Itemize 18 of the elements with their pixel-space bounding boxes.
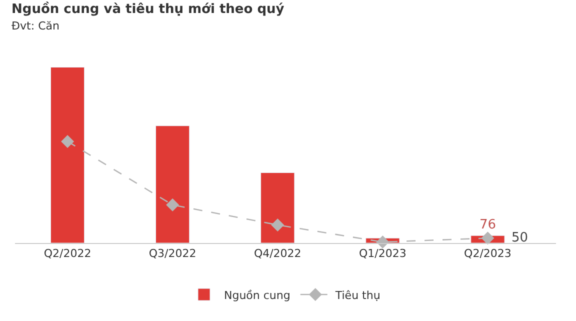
chart-subtitle: Đvt: Căn [12,20,60,33]
data-label: 50 [494,230,528,246]
bar [156,126,190,243]
bar [50,67,85,243]
x-tick-label: Q2/2023 [464,247,512,260]
x-tick-label: Q1/2023 [358,247,406,260]
point [481,232,494,245]
bar [260,172,295,243]
legend-label: Tiêu thụ [334,288,380,302]
x-tick-label: Q3/2022 [148,247,196,260]
point [271,218,284,232]
x-tick-label: Q4/2022 [254,247,302,260]
x-tick-label: Q2/2022 [44,247,92,260]
point [166,198,180,212]
legend-label: Nguồn cung [224,288,290,302]
chart-title: Nguồn cung và tiêu thụ mới theo quý [12,0,285,17]
point [61,134,74,148]
data-label: 76 [479,218,496,233]
